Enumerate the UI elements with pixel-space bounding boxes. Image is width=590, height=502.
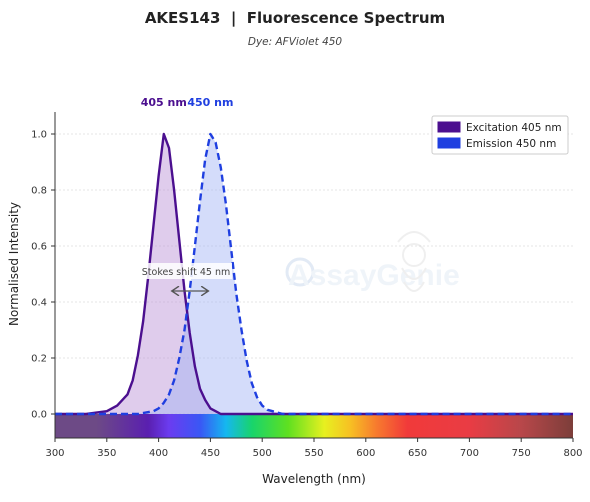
y-tick-label: 0.4 bbox=[31, 298, 47, 309]
excitation-peak-label: 405 nm bbox=[141, 96, 187, 109]
x-tick-label: 500 bbox=[253, 448, 272, 459]
series-area-0 bbox=[55, 134, 573, 414]
x-tick-label: 650 bbox=[408, 448, 427, 459]
x-tick-label: 750 bbox=[512, 448, 531, 459]
x-tick-label: 800 bbox=[563, 448, 582, 459]
watermark: AssayGenie bbox=[285, 231, 460, 292]
stokes-shift-label: Stokes shift 45 nm bbox=[142, 267, 230, 278]
y-axis-label: Normalised Intensity bbox=[7, 202, 21, 326]
watermark-text: AssayGenie bbox=[288, 259, 460, 292]
x-tick-label: 450 bbox=[201, 448, 220, 459]
legend-label-excitation: Excitation 405 nm bbox=[466, 122, 562, 134]
y-tick-label: 0.8 bbox=[31, 186, 47, 197]
genie-logo-icon bbox=[397, 231, 431, 292]
x-tick-label: 350 bbox=[97, 448, 116, 459]
x-tick-label: 300 bbox=[45, 448, 64, 459]
legend-swatch-excitation bbox=[437, 121, 461, 133]
legend: Excitation 405 nm Emission 450 nm bbox=[431, 115, 569, 155]
series-area-1 bbox=[55, 134, 573, 414]
chart-subtitle: Dye: AFViolet 450 bbox=[247, 36, 343, 48]
visible-spectrum-band bbox=[55, 414, 573, 438]
y-tick-label: 1.0 bbox=[31, 130, 47, 141]
chart-title: AKES143 | Fluorescence Spectrum bbox=[144, 9, 446, 27]
series-line-1 bbox=[55, 132, 573, 416]
y-tick-label: 0.2 bbox=[31, 354, 47, 365]
x-tick-label: 600 bbox=[356, 448, 375, 459]
spectrum-areas bbox=[55, 134, 573, 414]
x-tick-label: 700 bbox=[460, 448, 479, 459]
emission-peak-label: 450 nm bbox=[187, 96, 233, 109]
y-tick-label: 0.0 bbox=[31, 410, 47, 421]
y-tick-label: 0.6 bbox=[31, 242, 47, 253]
x-tick-label: 400 bbox=[149, 448, 168, 459]
series-line-0 bbox=[55, 132, 573, 416]
spectrum-lines bbox=[55, 132, 573, 416]
y-ticks: 0.0 0.2 0.4 0.6 0.8 1.0 bbox=[31, 130, 55, 421]
x-axis-label: Wavelength (nm) bbox=[262, 472, 366, 486]
x-tick-label: 550 bbox=[304, 448, 323, 459]
x-ticks: 300 350 400 450 500 550 600 650 700 750 800 bbox=[45, 438, 583, 459]
legend-swatch-emission bbox=[437, 137, 461, 149]
stokes-shift-annotation: Stokes shift 45 nm bbox=[140, 263, 232, 291]
legend-label-emission: Emission 450 nm bbox=[466, 138, 556, 150]
